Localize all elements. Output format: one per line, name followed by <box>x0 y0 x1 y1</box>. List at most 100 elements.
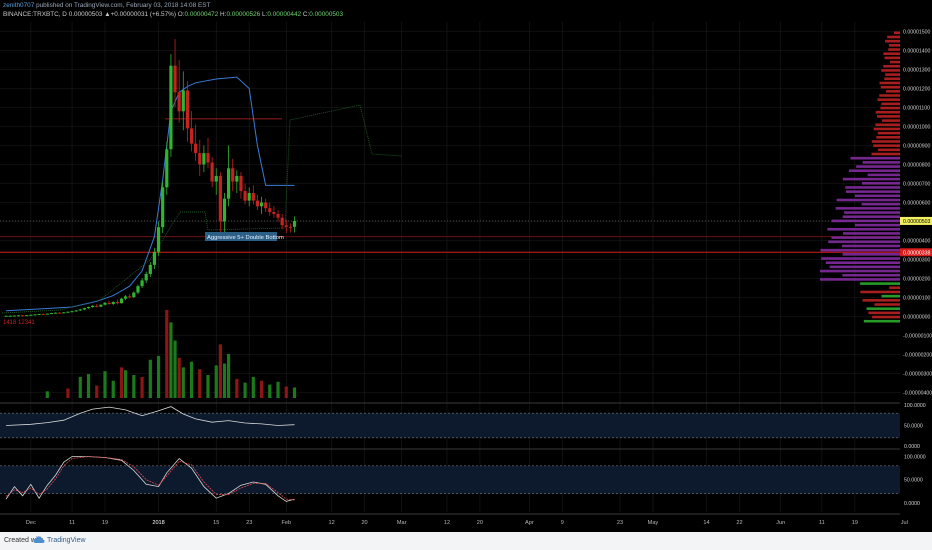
candle-body <box>272 212 276 214</box>
y-tick-label: 0.00001100 <box>903 106 930 112</box>
created-with-label: Created with <box>4 537 44 544</box>
profile-bar <box>842 215 900 219</box>
profile-bar <box>885 73 900 76</box>
candles <box>4 39 297 317</box>
profile-bar <box>889 286 900 290</box>
x-tick-label: 20 <box>477 520 483 526</box>
profile-bar <box>848 169 900 173</box>
candle-body <box>66 311 70 313</box>
y-tick-label: 0.00000800 <box>903 163 931 169</box>
y-tick-label: -0.00000400 <box>903 391 932 397</box>
candle-body <box>243 191 247 201</box>
volume-bar <box>103 371 107 398</box>
profile-bar <box>831 219 900 223</box>
profile-bar <box>888 44 900 47</box>
volume-bar <box>198 369 202 398</box>
candle-body <box>264 202 268 209</box>
profile-bar <box>883 52 900 55</box>
x-tick-label: Mar <box>397 520 407 526</box>
profile-bar <box>890 60 900 64</box>
volume-bar <box>78 376 82 398</box>
profile-bar <box>856 165 900 168</box>
profile-bar <box>820 269 900 273</box>
x-tick-label: 2018 <box>152 520 164 526</box>
price-chart[interactable]: 0.00001500 0.00001400 0.00001300 0.00001200… <box>0 0 932 532</box>
profile-bar <box>860 282 900 285</box>
x-tick-label: Dec <box>26 520 36 526</box>
x-tick-label: May <box>648 520 659 526</box>
volume-bar <box>214 365 218 398</box>
high-label: H: <box>220 11 227 18</box>
x-tick-label: 12 <box>328 520 334 526</box>
low-value: 0.00000442 <box>267 11 302 18</box>
change-value: 0.00000503 ▲+0.00000031 (+6.57%) <box>68 11 176 18</box>
stoch-band <box>0 465 900 494</box>
candle-body <box>173 65 177 93</box>
volume-bar <box>119 367 124 398</box>
high-value: 0.00000526 <box>226 11 261 18</box>
tradingview-link[interactable]: TradingView <box>47 537 86 544</box>
profile-bar <box>883 64 900 68</box>
x-tick-label: Feb <box>281 520 291 526</box>
profile-bar <box>884 77 900 81</box>
candle-body <box>284 225 288 227</box>
footer-bar: Created with TradingView <box>0 532 932 550</box>
volume-bar <box>169 322 173 398</box>
volume-bar <box>251 376 255 398</box>
volume-bar <box>259 380 264 398</box>
candle-body <box>107 302 111 304</box>
x-tick-label: 22 <box>736 520 742 526</box>
profile-bar <box>880 106 900 110</box>
candle-body <box>136 286 140 293</box>
profile-bar <box>876 136 900 139</box>
profile-bar <box>850 156 900 160</box>
candle-body <box>132 292 136 298</box>
volume-bar <box>111 380 115 398</box>
y-axis-bg <box>900 0 932 532</box>
profile-bar <box>877 98 900 101</box>
candle-body <box>119 298 124 304</box>
candle-body <box>210 162 214 182</box>
y-tick-label: 0.00000100 <box>903 296 931 302</box>
candle-body <box>255 200 260 207</box>
candle-body <box>128 296 132 298</box>
chart-background <box>0 0 932 532</box>
volume-bar <box>45 391 49 398</box>
open-value: 0.00000472 <box>184 11 219 18</box>
y-tick-label: 0.00001500 <box>903 30 931 36</box>
ohlc-line: BINANCE:TRXBTC, D 0.00000503 ▲+0.0000003… <box>3 11 343 18</box>
candle-body <box>227 168 231 199</box>
open-label: O: <box>177 11 185 18</box>
profile-bar <box>820 278 900 281</box>
y-tick-label: 0.00000000 <box>903 315 931 321</box>
candle-body <box>231 168 235 182</box>
candle-body <box>95 305 99 307</box>
current-price-badge <box>900 216 932 225</box>
candle-body <box>152 251 157 265</box>
candle-body <box>202 153 206 165</box>
profile-bar <box>879 94 900 97</box>
volume-bar <box>222 363 227 398</box>
x-tick-label: 15 <box>213 520 219 526</box>
x-tick-label: 23 <box>617 520 623 526</box>
volume-bars <box>45 309 297 398</box>
volume-bar <box>284 386 288 398</box>
profile-bar <box>873 144 900 147</box>
candle-body <box>251 193 255 201</box>
x-tick-label: 12 <box>444 520 450 526</box>
volume-profile <box>820 31 900 323</box>
profile-bar <box>886 90 900 93</box>
horizontal-levels <box>0 118 900 253</box>
candle-body <box>86 307 91 309</box>
current-price-text: 0.00000503 <box>903 219 931 225</box>
author-link[interactable]: zenith0707 <box>3 2 35 9</box>
lower-band-line <box>1 104 403 314</box>
profile-bar <box>879 81 900 85</box>
low-label: L: <box>261 11 268 18</box>
candle-body <box>74 310 78 312</box>
annotation-label: Aggressive 5+ Double Bottom <box>205 232 284 241</box>
profile-bar <box>861 202 900 206</box>
profile-bar <box>854 223 900 227</box>
candle-body <box>124 296 128 299</box>
candle-body <box>12 315 16 317</box>
